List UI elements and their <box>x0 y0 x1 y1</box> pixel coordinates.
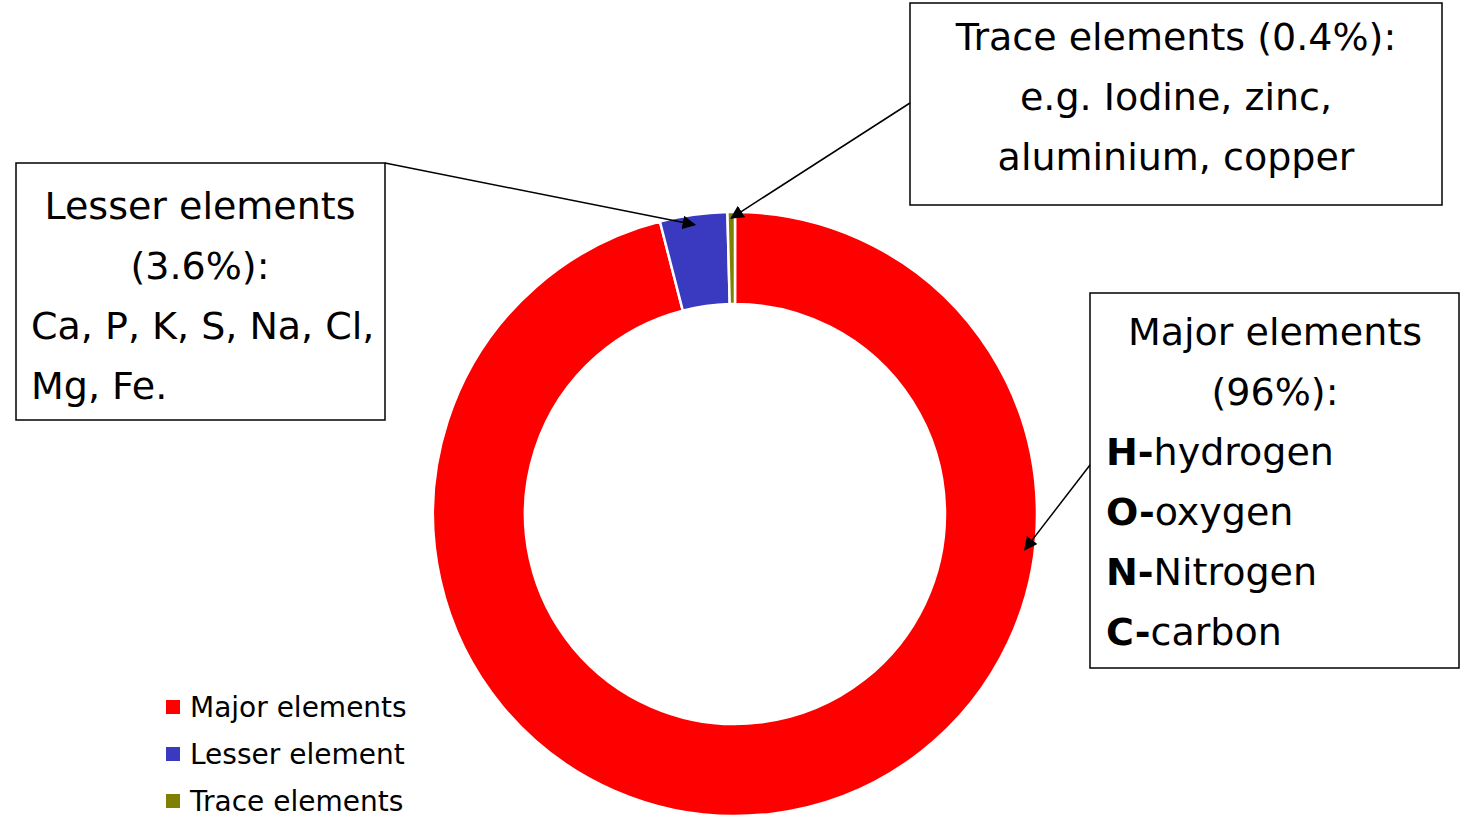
annotation-text: Mg, Fe. <box>31 364 167 408</box>
element-symbol: O- <box>1106 490 1155 534</box>
legend-label: Major elements <box>190 691 407 724</box>
callout-arrow <box>731 103 910 218</box>
element-symbol: H- <box>1106 430 1154 474</box>
slice <box>727 212 735 304</box>
annotation-text: Lesser elements <box>44 184 355 228</box>
annotation-text: Trace elements (0.4%): <box>955 15 1396 59</box>
callout-arrow <box>385 163 695 225</box>
element-name: carbon <box>1151 610 1282 654</box>
annotation-text: (3.6%): <box>131 244 270 288</box>
legend: Major elements Lesser element Trace elemen… <box>166 691 407 818</box>
element-name: oxygen <box>1155 490 1294 534</box>
legend-swatch <box>166 700 180 714</box>
legend-swatch <box>166 747 180 761</box>
annotation-text: (96%): <box>1212 370 1339 414</box>
annotation-item: H-hydrogen <box>1106 430 1334 474</box>
chart: Major elements(96%):H-hydrogenO-oxygenN-… <box>0 0 1477 838</box>
annotation-item: O-oxygen <box>1106 490 1293 534</box>
legend-label: Trace elements <box>189 785 403 818</box>
callout-arrow <box>1025 465 1090 550</box>
annotation-box <box>16 163 385 420</box>
element-symbol: N- <box>1106 550 1154 594</box>
annotation-text: e.g. Iodine, zinc, <box>1020 75 1332 119</box>
annotation-item: N-Nitrogen <box>1106 550 1317 594</box>
annotation-box <box>910 3 1442 205</box>
annotation: Major elements(96%):H-hydrogenO-oxygenN-… <box>1025 293 1459 668</box>
annotation-text: Major elements <box>1128 310 1422 354</box>
annotation-box <box>1090 293 1459 668</box>
annotation-text: aluminium, copper <box>998 135 1355 179</box>
annotation-item: C-carbon <box>1106 610 1282 654</box>
annotation: Lesser elements (3.6%): Ca, P, K, S, Na, C… <box>16 163 695 420</box>
slice <box>660 212 730 311</box>
element-symbol: C- <box>1106 610 1151 654</box>
slice <box>433 212 1037 816</box>
annotation-text: Ca, P, K, S, Na, Cl, <box>31 304 374 348</box>
element-name: Nitrogen <box>1154 550 1318 594</box>
slices <box>433 212 1037 816</box>
legend-swatch <box>166 794 180 808</box>
legend-label: Lesser element <box>190 738 405 771</box>
annotation: Trace elements (0.4%): e.g. Iodine, zinc,… <box>731 3 1442 218</box>
element-name: hydrogen <box>1154 430 1334 474</box>
